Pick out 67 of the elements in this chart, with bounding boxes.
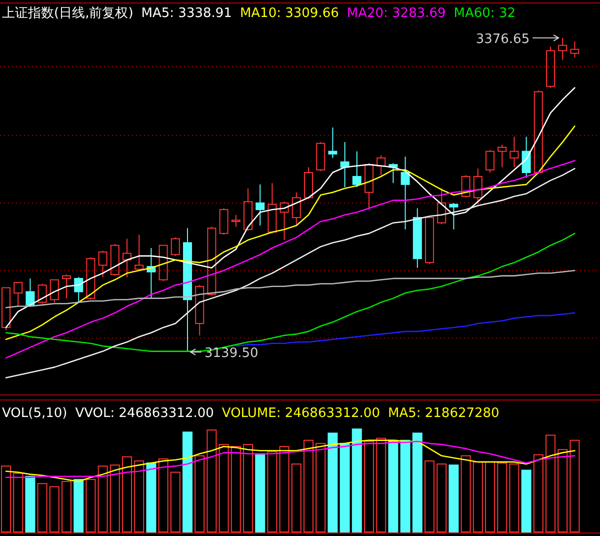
- bar: [316, 442, 326, 532]
- bar: [448, 464, 459, 532]
- bar: [206, 430, 217, 532]
- text: MA10: 3309.66: [240, 6, 339, 21]
- bar: [158, 458, 168, 532]
- bar: [304, 440, 314, 532]
- bar: [146, 462, 156, 532]
- bar: [400, 440, 410, 532]
- bar: [243, 444, 253, 532]
- bar: [412, 432, 422, 532]
- bar: [521, 470, 532, 532]
- bar: [328, 432, 338, 532]
- candlestick: [558, 37, 568, 60]
- text: VOLUME: 246863312.00: [222, 406, 380, 421]
- bar: [62, 481, 72, 532]
- bar: [122, 456, 132, 532]
- bar: [364, 440, 374, 532]
- bar: [98, 466, 108, 532]
- candlestick: [183, 228, 192, 352]
- text: MA5: 3338.91: [141, 6, 232, 21]
- annotation: 3376.65: [476, 32, 530, 47]
- candlestick: [498, 144, 507, 168]
- text: MA60: 32: [454, 6, 516, 21]
- bar: [49, 486, 60, 532]
- bar: [170, 472, 180, 532]
- bar: [509, 464, 520, 532]
- bar: [485, 461, 495, 532]
- bar: [352, 428, 362, 532]
- bar: [388, 440, 398, 532]
- candlestick: [256, 184, 265, 226]
- bar: [218, 444, 229, 532]
- candlestick: [412, 208, 422, 268]
- bar: [558, 449, 568, 532]
- bar: [267, 451, 278, 532]
- bar: [230, 446, 241, 532]
- bar: [291, 464, 302, 532]
- bar: [340, 442, 350, 532]
- bar: [436, 464, 447, 532]
- series-label: MA5: 218627280: [388, 406, 500, 421]
- bar: [376, 438, 386, 532]
- bar: [255, 454, 266, 532]
- bar: [182, 432, 192, 532]
- bar: [194, 455, 205, 532]
- bar: [13, 472, 24, 532]
- bar: [1, 466, 11, 532]
- bar: [472, 461, 483, 532]
- text: MA20: 3283.69: [346, 6, 446, 21]
- candlestick: [122, 238, 132, 278]
- bar: [424, 460, 434, 532]
- bar: [279, 446, 290, 532]
- bar: [25, 476, 36, 532]
- bar: [134, 460, 144, 532]
- bar: [533, 454, 544, 532]
- bar: [74, 478, 84, 532]
- bar: [110, 464, 120, 532]
- bar: [460, 455, 471, 532]
- text: VVOL: 246863312.00: [75, 406, 214, 421]
- bar: [37, 483, 48, 532]
- annotation: 3139.50: [204, 346, 258, 361]
- candlestick: [510, 136, 519, 168]
- bar: [546, 434, 556, 532]
- bar: [497, 462, 508, 532]
- chart-title: 上证指数(日线,前复权): [2, 6, 134, 21]
- chart-title: VOL(5,10): [2, 406, 68, 421]
- bar: [86, 478, 96, 532]
- bar: [570, 440, 580, 532]
- candlestick: [400, 156, 410, 230]
